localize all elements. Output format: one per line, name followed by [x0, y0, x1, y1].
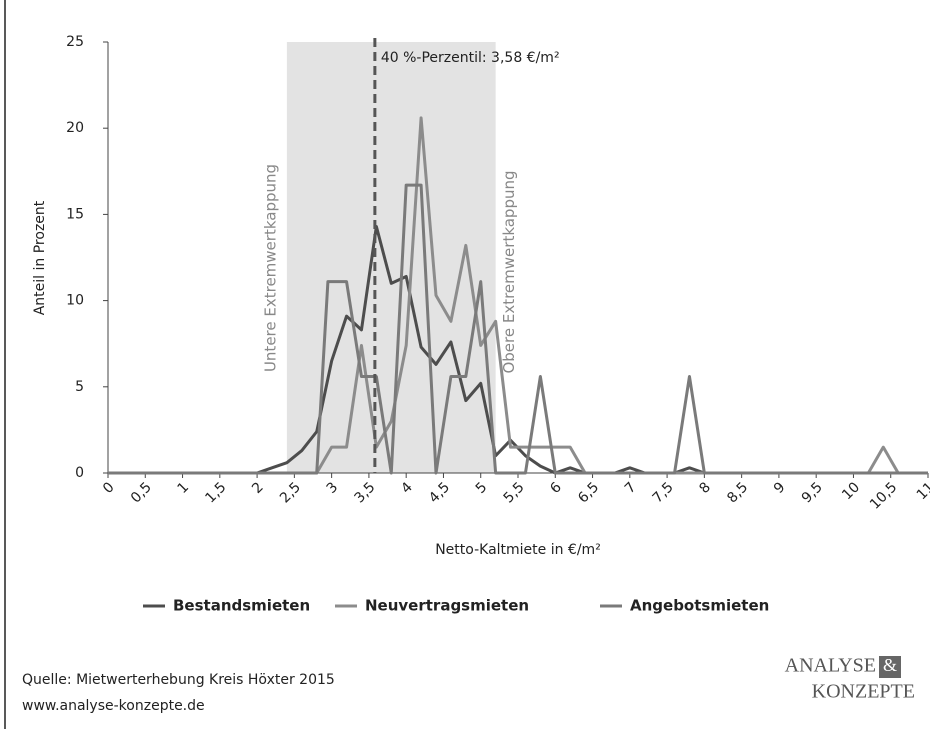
- website: www.analyse-konzepte.de: [22, 698, 205, 714]
- x-axis-label: Netto-Kaltmiete in €/m²: [435, 542, 601, 558]
- legend-label: Neuvertragsmieten: [365, 597, 529, 615]
- legend-label: Bestandsmieten: [173, 597, 310, 615]
- band-lower-label: Untere Extremwertkappung: [261, 164, 279, 372]
- y-tick-label: 5: [75, 379, 84, 395]
- logo-bottom: KONZEPTE: [812, 681, 915, 703]
- y-axis-label: Anteil in Prozent: [32, 200, 48, 315]
- band-upper-label: Obere Extremwertkappung: [500, 170, 518, 373]
- y-tick-label: 0: [75, 465, 84, 481]
- percentile-label: 40 %-Perzentil: 3,58 €/m²: [381, 50, 560, 66]
- y-tick-label: 15: [66, 206, 84, 222]
- series-line: [108, 224, 928, 475]
- logo-amp: &: [883, 655, 897, 675]
- y-tick-label: 25: [66, 34, 84, 50]
- y-tick-label: 20: [66, 120, 84, 136]
- logo-box: [879, 656, 901, 678]
- legend-label: Angebotsmieten: [630, 597, 769, 615]
- logo-top: ANALYSE: [785, 655, 876, 677]
- series-line: [108, 183, 928, 475]
- source: Quelle: Mietwerterhebung Kreis Höxter 20…: [22, 672, 335, 688]
- y-tick-label: 10: [66, 293, 84, 309]
